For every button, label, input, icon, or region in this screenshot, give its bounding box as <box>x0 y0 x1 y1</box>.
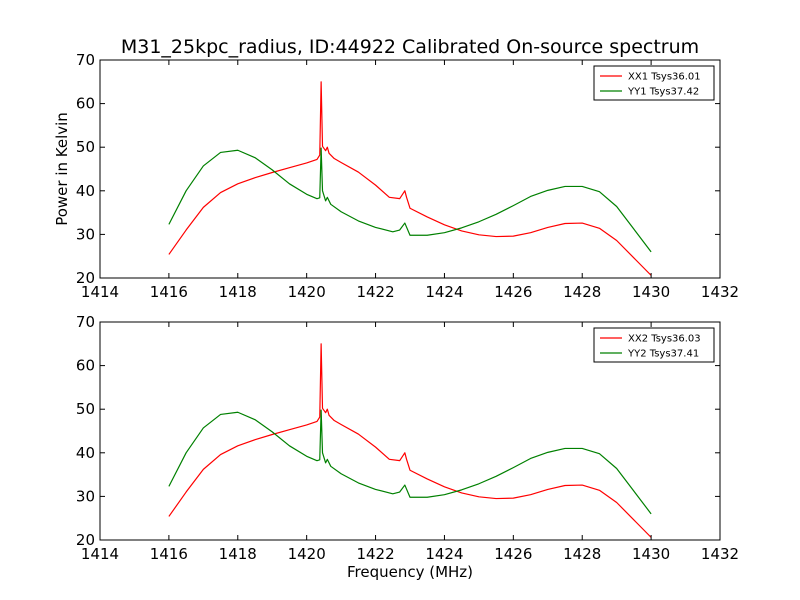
y-tick-label: 70 <box>76 313 95 331</box>
x-tick-label: 1432 <box>701 283 739 301</box>
x-tick-label: 1424 <box>425 283 463 301</box>
x-tick-label: 1426 <box>494 283 532 301</box>
y-tick-label: 70 <box>76 51 95 69</box>
x-tick-label: 1432 <box>701 545 739 563</box>
x-tick-label: 1418 <box>219 545 257 563</box>
x-tick-label: 1418 <box>219 283 257 301</box>
x-tick-label: 1426 <box>494 545 532 563</box>
bottom-panel: 1414 1416 1418 1420 1422 1424 1426 1428 1430 1432… <box>76 313 739 563</box>
y-axis-label-top: Power in Kelvin <box>53 112 71 226</box>
legend-entry: YY1 Tsys37.42 <box>627 87 699 98</box>
x-tick-label: 1428 <box>563 545 601 563</box>
series-line-1 <box>168 81 652 276</box>
y-tick-label: 30 <box>76 487 95 505</box>
series-line-2 <box>168 409 652 515</box>
x-tick-label: 1430 <box>632 283 670 301</box>
x-tick-label: 1416 <box>150 283 188 301</box>
y-tick-label: 50 <box>76 138 95 156</box>
x-tick-label: 1420 <box>288 545 326 563</box>
series-line-1 <box>168 343 652 538</box>
y-tick-label: 60 <box>76 357 95 375</box>
legend-box <box>593 327 715 363</box>
y-tick-label: 20 <box>76 531 95 549</box>
axes-frame <box>99 321 721 541</box>
x-tick-label: 1416 <box>150 545 188 563</box>
axes-frame <box>99 59 721 279</box>
x-tick-label: 1420 <box>288 283 326 301</box>
y-tick-label: 40 <box>76 182 95 200</box>
x-tick-label: 1424 <box>425 545 463 563</box>
legend-entry: XX2 Tsys36.03 <box>628 334 701 345</box>
x-tick-label: 1422 <box>356 545 394 563</box>
x-tick-label: 1428 <box>563 283 601 301</box>
legend-entry: YY2 Tsys37.41 <box>627 349 699 360</box>
y-tick-label: 50 <box>76 400 95 418</box>
top-panel: 1414 1416 1418 1420 1422 1424 1426 1428 1430 1432… <box>76 51 739 301</box>
series-line-2 <box>168 147 652 253</box>
x-axis-label: Frequency (MHz) <box>347 563 473 581</box>
y-tick-label: 40 <box>76 444 95 462</box>
x-tick-label: 1414 <box>81 283 119 301</box>
x-tick-label: 1422 <box>356 283 394 301</box>
x-tick-label: 1430 <box>632 545 670 563</box>
chart-title: M31_25kpc_radius, ID:44922 Calibrated On… <box>121 36 699 58</box>
legend-box <box>593 65 715 101</box>
y-tick-label: 30 <box>76 225 95 243</box>
y-tick-label: 60 <box>76 95 95 113</box>
legend-entry: XX1 Tsys36.01 <box>628 72 701 83</box>
y-tick-label: 20 <box>76 269 95 287</box>
x-tick-label: 1414 <box>81 545 119 563</box>
